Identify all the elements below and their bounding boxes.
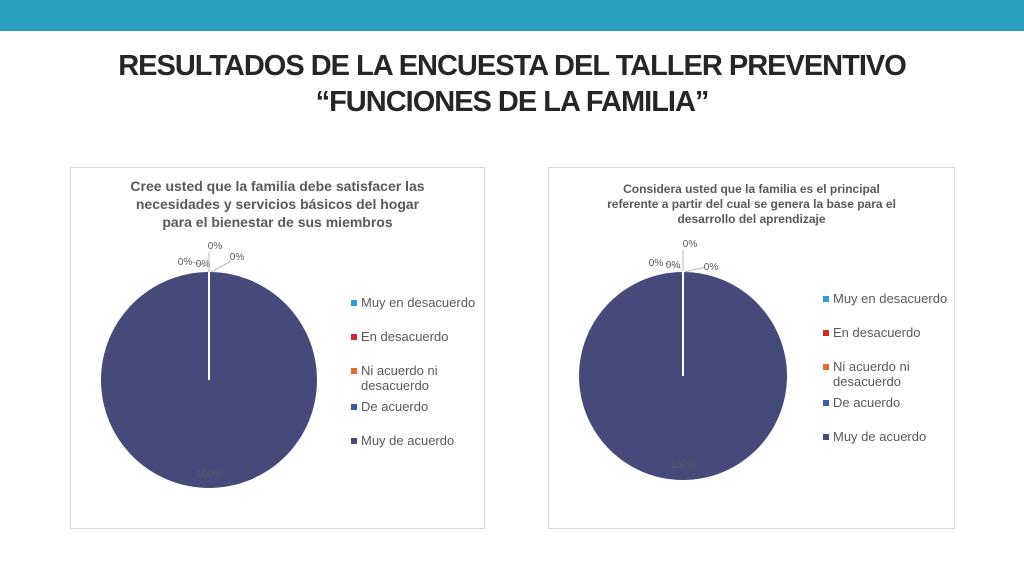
chart-2-title-line-1: Considera usted que la familia es el pri… xyxy=(623,182,880,196)
data-label-muy-de-acuerdo: 100% xyxy=(670,460,696,471)
legend-swatch xyxy=(351,368,357,374)
data-label-muy-en-desacuerdo: 0% xyxy=(649,258,664,269)
legend-label: Ni acuerdo ni desacuerdo xyxy=(361,363,438,393)
legend-label-line-2: desacuerdo xyxy=(833,374,901,389)
legend-swatch xyxy=(823,296,829,302)
legend-item-en-desacuerdo: En desacuerdo xyxy=(823,325,951,340)
data-label-muy-en-desacuerdo: 0% xyxy=(178,257,193,268)
legend-label-line-1: Ni acuerdo ni xyxy=(361,363,438,378)
legend-swatch xyxy=(823,330,829,336)
chart-1-title-line-3: para el bienestar de sus miembros xyxy=(162,214,393,230)
legend-item-de-acuerdo: De acuerdo xyxy=(823,395,951,410)
data-label-ni-acuerdo: 0% xyxy=(208,241,223,252)
slide-title: RESULTADOS DE LA ENCUESTA DEL TALLER PRE… xyxy=(0,48,1024,120)
legend-item-ni-acuerdo: Ni acuerdo ni desacuerdo xyxy=(351,363,481,393)
legend-item-ni-acuerdo: Ni acuerdo ni desacuerdo xyxy=(823,359,951,389)
legend-item-muy-de-acuerdo: Muy de acuerdo xyxy=(823,429,951,444)
legend-label: De acuerdo xyxy=(833,395,901,410)
legend-swatch xyxy=(351,404,357,410)
legend-item-muy-en-desacuerdo: Muy en desacuerdo xyxy=(351,295,481,310)
data-label-de-acuerdo: 0% xyxy=(704,262,719,273)
legend-label-line-1: Ni acuerdo ni xyxy=(833,359,910,374)
legend-swatch xyxy=(351,300,357,306)
legend-item-en-desacuerdo: En desacuerdo xyxy=(351,329,481,344)
data-label-leader-line xyxy=(191,261,208,267)
chart-1-title-line-2: necesidades y servicios básicos del hoga… xyxy=(135,196,420,212)
legend-label: Muy en desacuerdo xyxy=(833,291,948,306)
slide-title-line-1: RESULTADOS DE LA ENCUESTA DEL TALLER PRE… xyxy=(118,50,907,82)
legend-label: De acuerdo xyxy=(361,399,429,414)
legend-label: En desacuerdo xyxy=(833,325,921,340)
legend-label-line-2: desacuerdo xyxy=(361,378,429,393)
chart-2-title-line-2: referente a partir del cual se genera la… xyxy=(607,197,896,211)
legend-swatch xyxy=(823,364,829,370)
data-label-leader-line xyxy=(684,266,706,273)
legend-label: Muy de acuerdo xyxy=(361,433,455,448)
chart-1-title-line-1: Cree usted que la familia debe satisface… xyxy=(130,178,425,194)
chart-2-title-line-3: desarrollo del aprendizaje xyxy=(677,212,826,226)
data-label-leader-line xyxy=(664,262,682,269)
legend-swatch xyxy=(823,400,829,406)
chart-2-plot: 0% 0%0%0%100% xyxy=(579,239,787,480)
data-label-leader-line xyxy=(210,260,232,273)
data-label-en-desacuerdo: 0% xyxy=(666,260,681,271)
legend-label: Muy en desacuerdo xyxy=(361,295,476,310)
legend-swatch xyxy=(351,438,357,444)
data-label-ni-acuerdo: 0% xyxy=(683,239,698,250)
legend-label: Muy de acuerdo xyxy=(833,429,927,444)
legend-swatch xyxy=(351,334,357,340)
data-label-en-desacuerdo: 0% xyxy=(196,259,211,270)
slide-title-line-2: “FUNCIONES DE LA FAMILIA” xyxy=(315,86,710,118)
chart-1-legend: Muy en desacuerdo En desacuerdo Ni acuer… xyxy=(351,295,481,467)
legend-swatch xyxy=(823,434,829,440)
legend-item-de-acuerdo: De acuerdo xyxy=(351,399,481,414)
chart-1-plot: 0% 0%0%0%100% xyxy=(101,241,317,488)
top-accent-bar xyxy=(0,0,1024,31)
data-label-de-acuerdo: 0% xyxy=(230,252,245,263)
data-label-muy-de-acuerdo: 100% xyxy=(196,469,222,480)
chart-2-legend: Muy en desacuerdo En desacuerdo Ni acuer… xyxy=(823,291,951,463)
legend-item-muy-en-desacuerdo: Muy en desacuerdo xyxy=(823,291,951,306)
chart-2: Considera usted que la familia es el pri… xyxy=(548,167,955,529)
legend-item-muy-de-acuerdo: Muy de acuerdo xyxy=(351,433,481,448)
legend-label: En desacuerdo xyxy=(361,329,449,344)
chart-1: Cree usted que la familia debe satisface… xyxy=(70,167,485,529)
chart-2-title: Considera usted que la familia es el pri… xyxy=(559,182,944,227)
legend-label: Ni acuerdo ni desacuerdo xyxy=(833,359,910,389)
chart-1-title: Cree usted que la familia debe satisface… xyxy=(91,177,464,231)
